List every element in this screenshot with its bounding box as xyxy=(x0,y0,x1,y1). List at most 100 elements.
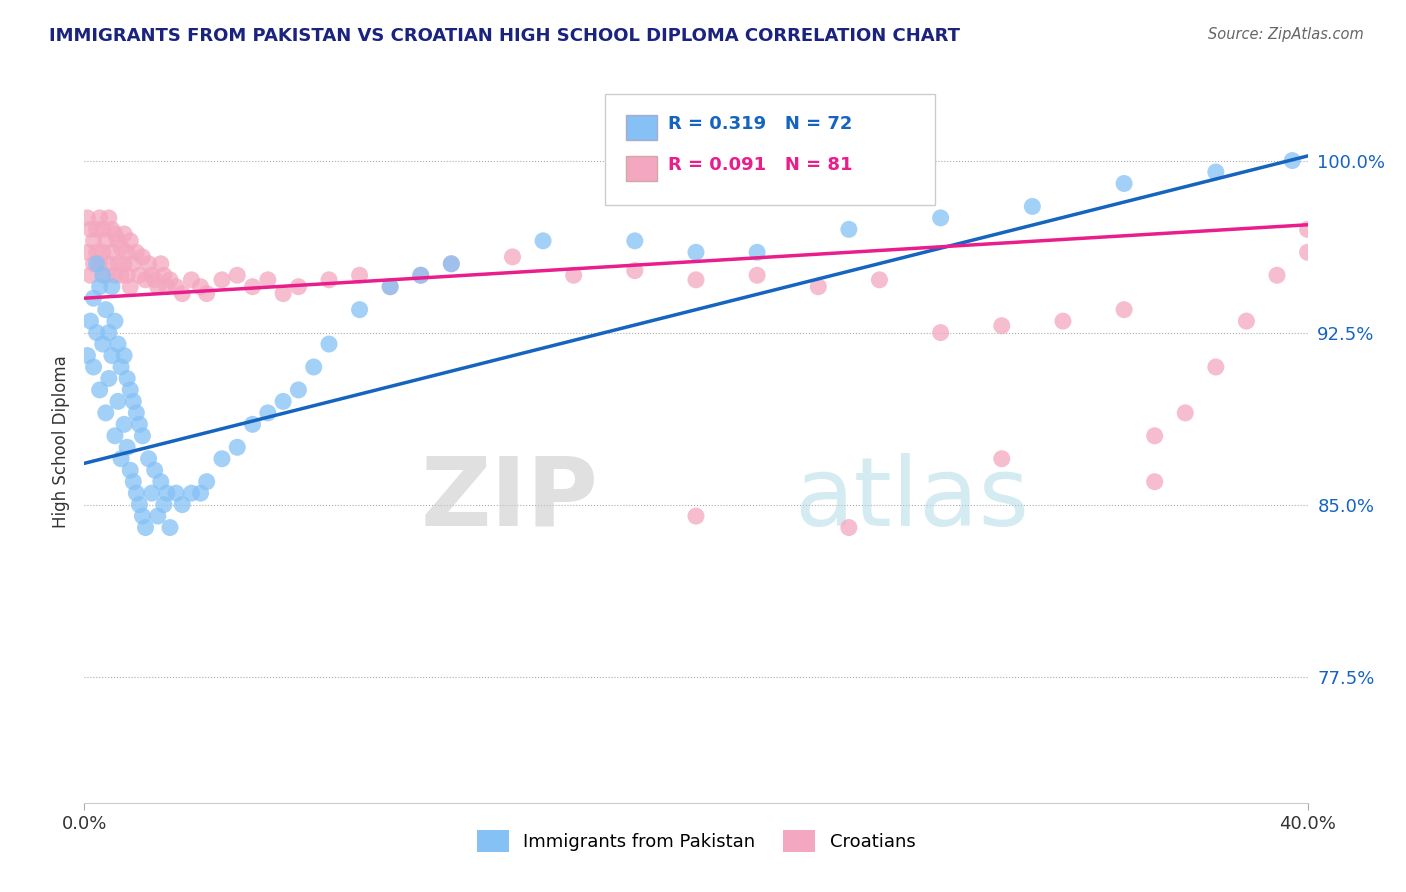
Point xyxy=(685,245,707,260)
Point xyxy=(349,302,371,317)
Point xyxy=(146,279,169,293)
Point xyxy=(146,509,169,524)
Point xyxy=(440,257,463,271)
Point xyxy=(172,286,194,301)
Point xyxy=(1296,245,1319,260)
Point xyxy=(120,234,142,248)
Point xyxy=(131,509,153,524)
Point xyxy=(165,279,187,293)
Point xyxy=(257,273,280,287)
Point xyxy=(97,211,120,225)
Point xyxy=(76,245,98,260)
Point xyxy=(172,498,194,512)
Point xyxy=(180,486,202,500)
Point xyxy=(271,394,294,409)
Point xyxy=(211,451,233,466)
Point xyxy=(125,406,148,420)
Point xyxy=(122,257,145,271)
Point xyxy=(242,279,264,293)
Point xyxy=(190,279,212,293)
Point xyxy=(242,417,264,432)
Text: atlas: atlas xyxy=(794,453,1029,546)
Point xyxy=(110,268,132,283)
Point xyxy=(101,245,124,260)
Point xyxy=(97,326,120,340)
Point xyxy=(76,211,98,225)
Point xyxy=(128,268,150,283)
Point xyxy=(1236,314,1258,328)
Point xyxy=(115,440,138,454)
Point xyxy=(120,383,142,397)
Text: R = 0.091   N = 81: R = 0.091 N = 81 xyxy=(668,156,852,174)
Point xyxy=(135,520,157,534)
Point xyxy=(125,245,148,260)
Point xyxy=(110,451,132,466)
Point xyxy=(838,520,860,534)
Point xyxy=(1021,199,1043,213)
Point xyxy=(143,273,166,287)
Text: IMMIGRANTS FROM PAKISTAN VS CROATIAN HIGH SCHOOL DIPLOMA CORRELATION CHART: IMMIGRANTS FROM PAKISTAN VS CROATIAN HIG… xyxy=(49,27,960,45)
Point xyxy=(83,359,105,374)
Point xyxy=(104,314,127,328)
Point xyxy=(1281,153,1303,168)
Point xyxy=(409,268,432,283)
Point xyxy=(807,279,830,293)
Point xyxy=(79,268,101,283)
Point xyxy=(1174,406,1197,420)
Point xyxy=(156,279,179,293)
Point xyxy=(112,349,135,363)
Point xyxy=(107,234,129,248)
Point xyxy=(1265,268,1288,283)
Point xyxy=(86,257,108,271)
Point xyxy=(112,257,135,271)
Point xyxy=(409,268,432,283)
Point xyxy=(502,250,524,264)
Point xyxy=(83,291,105,305)
Point xyxy=(190,486,212,500)
Point xyxy=(91,268,114,283)
Point xyxy=(380,279,402,293)
Point xyxy=(153,498,176,512)
Point xyxy=(94,302,117,317)
Point xyxy=(991,318,1014,333)
Point xyxy=(318,273,340,287)
Point xyxy=(94,268,117,283)
Point xyxy=(115,245,138,260)
Point xyxy=(79,222,101,236)
Point xyxy=(120,279,142,293)
Point xyxy=(747,268,769,283)
Point xyxy=(138,451,160,466)
Point xyxy=(104,429,127,443)
Point xyxy=(115,268,138,283)
Point xyxy=(195,475,218,489)
Legend: Immigrants from Pakistan, Croatians: Immigrants from Pakistan, Croatians xyxy=(470,822,922,859)
Point xyxy=(287,383,309,397)
Point xyxy=(318,337,340,351)
Point xyxy=(747,245,769,260)
Point xyxy=(91,337,114,351)
Point xyxy=(112,227,135,241)
Point xyxy=(97,257,120,271)
Point xyxy=(107,257,129,271)
Point xyxy=(685,273,707,287)
Point xyxy=(110,359,132,374)
Point xyxy=(1205,165,1227,179)
Point xyxy=(89,211,111,225)
Point xyxy=(131,250,153,264)
Point xyxy=(89,383,111,397)
Point xyxy=(1114,177,1136,191)
Point xyxy=(104,227,127,241)
Point xyxy=(141,268,163,283)
Point xyxy=(91,222,114,236)
Point xyxy=(287,279,309,293)
Point xyxy=(1296,222,1319,236)
Point xyxy=(159,273,181,287)
Point xyxy=(1205,359,1227,374)
Point xyxy=(271,286,294,301)
Point xyxy=(624,234,647,248)
Point xyxy=(86,245,108,260)
Y-axis label: High School Diploma: High School Diploma xyxy=(52,355,70,528)
Point xyxy=(107,394,129,409)
Point xyxy=(685,509,707,524)
Text: Source: ZipAtlas.com: Source: ZipAtlas.com xyxy=(1208,27,1364,42)
